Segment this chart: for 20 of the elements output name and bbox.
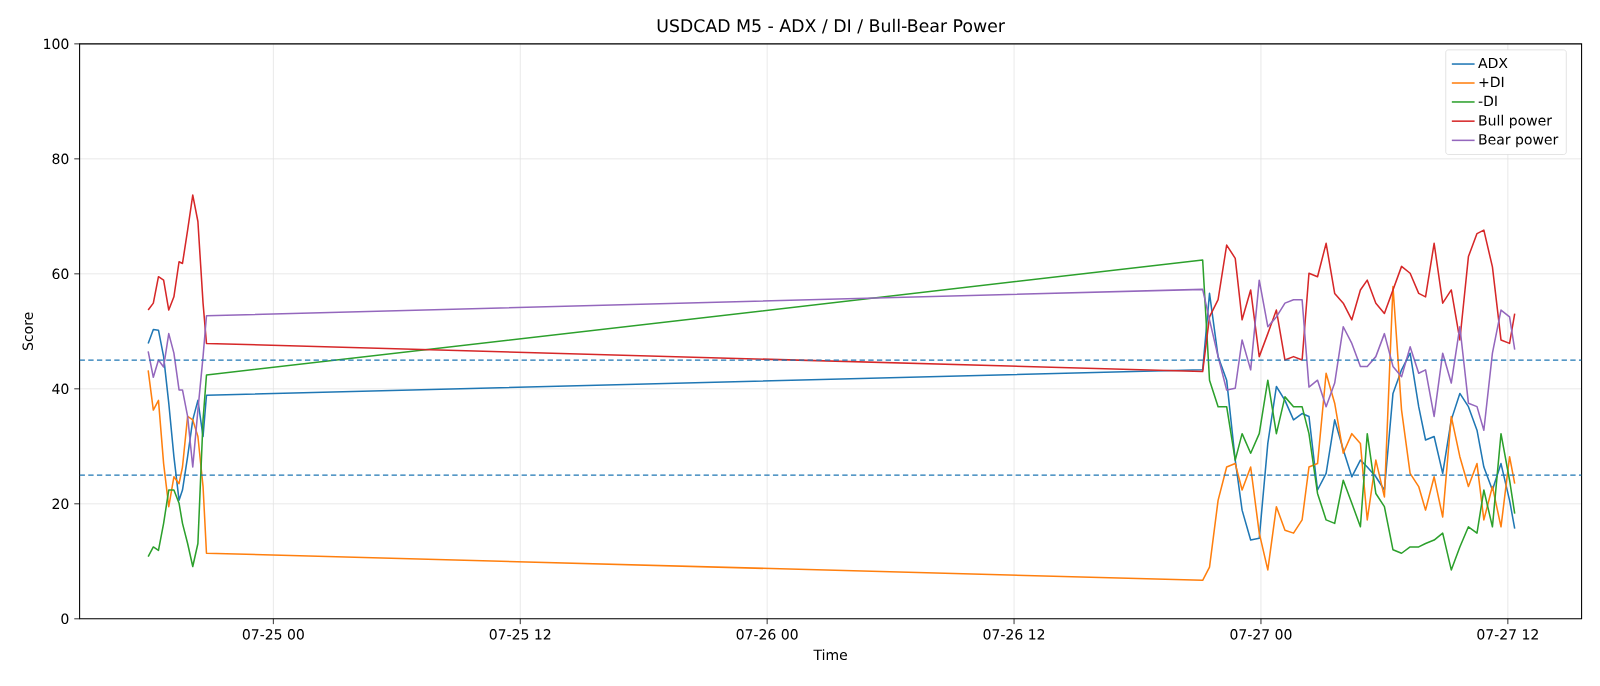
x-tick-label: 07-27 00 <box>1230 629 1292 640</box>
x-tick-label: 07-26 12 <box>983 629 1045 640</box>
y-tick-label: 0 <box>61 613 69 625</box>
y-tick-label: 80 <box>52 153 69 165</box>
legend-label: +DI <box>1479 76 1504 88</box>
legend-label: Bull power <box>1479 114 1553 129</box>
legend-label: ADX <box>1478 57 1508 69</box>
chart-title: USDCAD M5 - ADX / DI / Bull-Bear Power <box>657 18 1005 34</box>
y-tick-label: 60 <box>52 268 69 280</box>
y-tick-label: 40 <box>52 383 69 395</box>
x-tick-label: 07-25 12 <box>489 629 551 640</box>
legend-label: -DI <box>1478 95 1497 107</box>
x-tick-label: 07-27 12 <box>1477 629 1538 640</box>
x-tick-label: 07-26 00 <box>736 629 798 640</box>
x-axis-title: Time <box>813 649 847 661</box>
y-tick-label: 100 <box>44 38 69 50</box>
legend-label: Bear power <box>1479 134 1559 148</box>
x-tick-label: 07-25 00 <box>242 629 304 640</box>
y-axis-title: Score <box>22 312 33 351</box>
y-tick-label: 20 <box>52 498 69 510</box>
